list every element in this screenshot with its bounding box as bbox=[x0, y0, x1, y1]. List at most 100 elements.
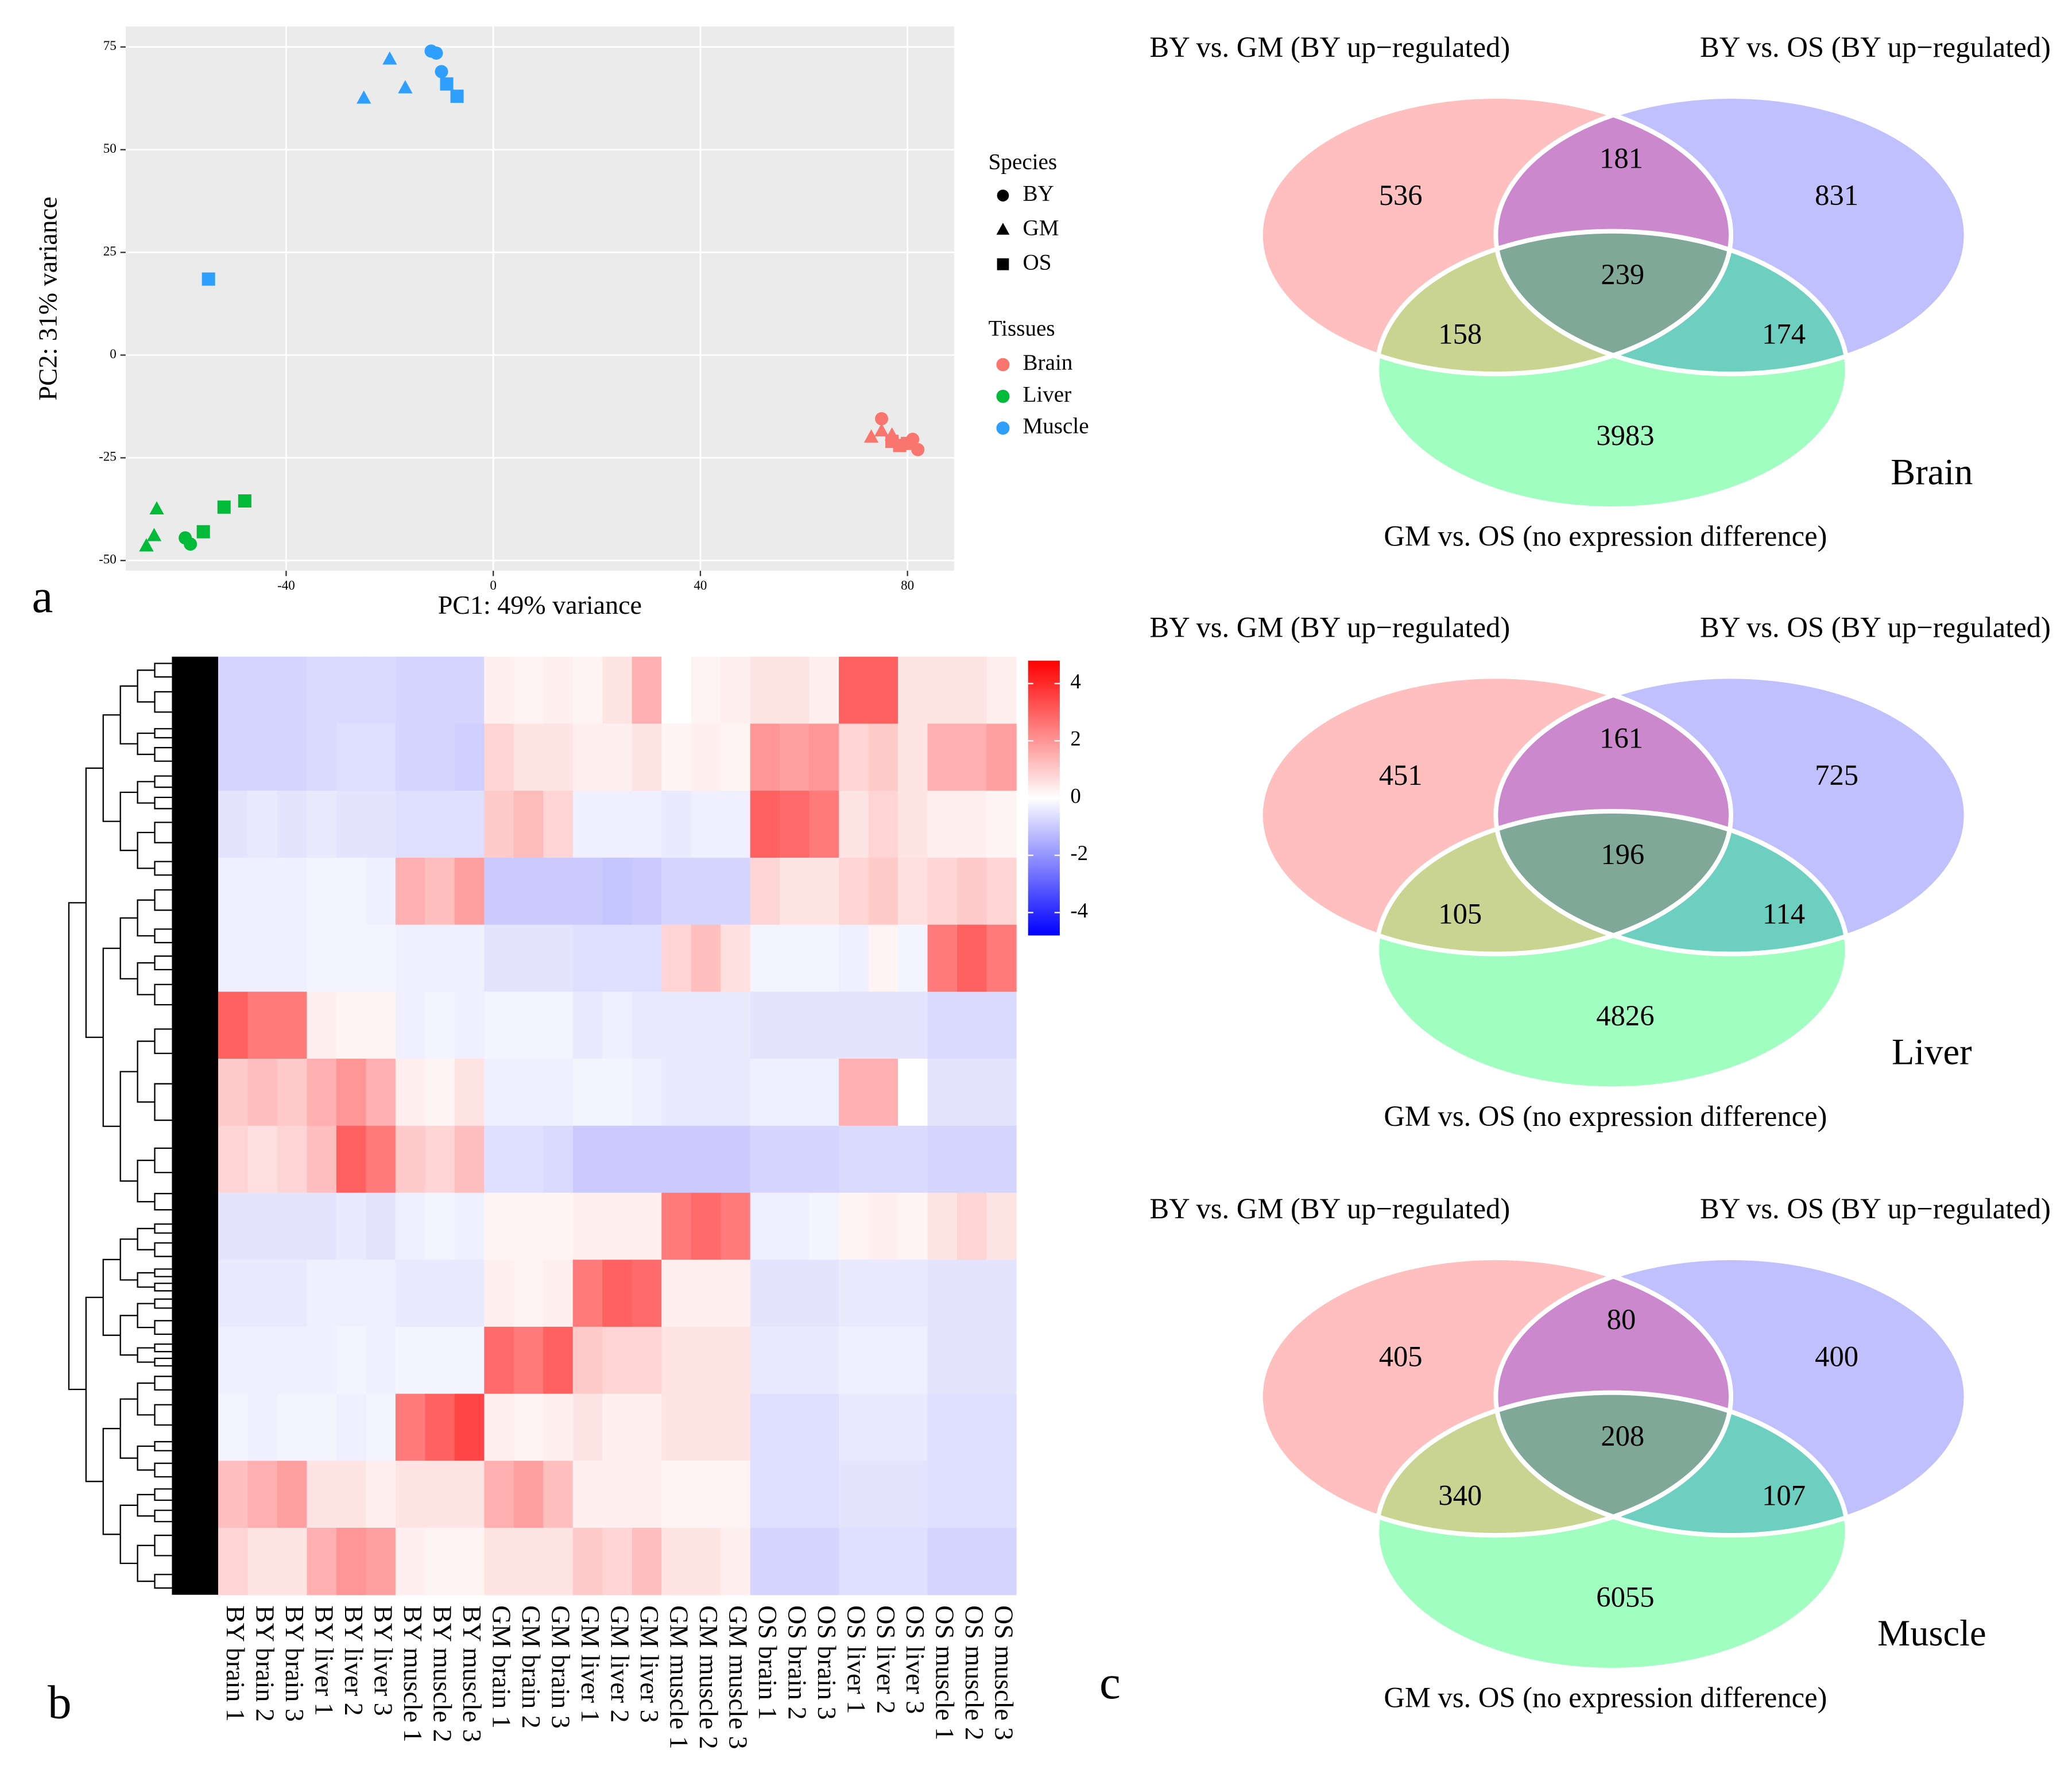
heatmap-cell bbox=[307, 1059, 337, 1126]
heatmap-cell bbox=[572, 1393, 603, 1461]
heatmap-cell bbox=[661, 857, 692, 926]
column-label: GM liver 3 bbox=[635, 1605, 664, 1723]
heatmap-cell bbox=[602, 924, 633, 993]
heatmap-cell bbox=[721, 1059, 751, 1126]
heatmap-cell bbox=[721, 791, 751, 858]
heatmap-cell bbox=[247, 791, 278, 858]
heatmap-cell bbox=[809, 924, 839, 993]
heatmap-cell bbox=[454, 791, 485, 858]
heatmap-cell bbox=[218, 1527, 249, 1596]
dendrogram-branch bbox=[154, 663, 172, 678]
heatmap-cell bbox=[336, 791, 367, 858]
heatmap-cell bbox=[425, 791, 455, 858]
heatmap-cell bbox=[513, 857, 544, 926]
heatmap-cell bbox=[307, 1326, 337, 1395]
heatmap-cell bbox=[218, 1326, 249, 1395]
heatmap-cell bbox=[543, 791, 574, 858]
column-label: OS liver 3 bbox=[901, 1605, 930, 1714]
point bbox=[901, 436, 915, 450]
heatmap-cell bbox=[927, 924, 958, 993]
heatmap-cell bbox=[484, 791, 514, 858]
heatmap-cell bbox=[632, 723, 662, 791]
heatmap-cell bbox=[307, 1260, 337, 1327]
heatmap-cell bbox=[218, 924, 249, 993]
heatmap-cell bbox=[513, 1260, 544, 1327]
heatmap-cell bbox=[425, 1059, 455, 1126]
heatmap-cell bbox=[809, 1461, 839, 1528]
heatmap-cell bbox=[247, 656, 278, 725]
heatmap-cell bbox=[839, 723, 869, 791]
heatmap-cell bbox=[336, 1461, 367, 1528]
dendrogram-branch bbox=[154, 1376, 172, 1391]
heatmap-cell bbox=[425, 656, 455, 725]
venn-count: 158 bbox=[1438, 317, 1482, 350]
dendrogram-branch bbox=[85, 767, 103, 1038]
heatmap-cell bbox=[425, 1125, 455, 1194]
heatmap-cell bbox=[277, 1461, 308, 1528]
x-tick-label: -40 bbox=[277, 578, 295, 593]
heatmap-cell bbox=[307, 924, 337, 993]
column-label: BY brain 2 bbox=[251, 1605, 280, 1722]
heatmap-cell bbox=[247, 924, 278, 993]
heatmap-cell bbox=[839, 992, 869, 1059]
dendrogram-branch bbox=[119, 1504, 138, 1565]
heatmap-cell bbox=[425, 924, 455, 993]
heatmap-cell bbox=[661, 723, 692, 791]
heatmap-cell bbox=[484, 992, 514, 1059]
venn-outline bbox=[1493, 1255, 1969, 1538]
heatmap-cell bbox=[366, 656, 396, 725]
heatmap-cell bbox=[336, 992, 367, 1059]
heatmap-cell bbox=[425, 1461, 455, 1528]
heatmap-cell bbox=[898, 857, 928, 926]
dendrogram-branch bbox=[154, 889, 172, 911]
heatmap-cell bbox=[247, 857, 278, 926]
column-label: OS brain 2 bbox=[783, 1605, 812, 1720]
heatmap-cell bbox=[602, 1260, 633, 1327]
heatmap-cell bbox=[395, 1461, 426, 1528]
dendrogram-branch bbox=[137, 732, 155, 756]
heatmap-cell bbox=[691, 1393, 721, 1461]
dendrogram-leaves bbox=[172, 656, 218, 1595]
heatmap-cell bbox=[750, 992, 780, 1059]
venn-count: 196 bbox=[1601, 838, 1644, 870]
venn-count: 161 bbox=[1599, 722, 1643, 754]
heatmap-cell bbox=[750, 1192, 780, 1260]
heatmap-cell bbox=[809, 791, 839, 858]
heatmap-cell bbox=[780, 1059, 810, 1126]
heatmap-cell bbox=[513, 1125, 544, 1194]
heatmap-cell bbox=[543, 1260, 574, 1327]
heatmap-cell bbox=[366, 857, 396, 926]
heatmap-cell bbox=[868, 1393, 898, 1461]
heatmap-cell bbox=[927, 1125, 958, 1194]
heatmap-cell bbox=[277, 656, 308, 725]
heatmap-cell bbox=[218, 1393, 249, 1461]
heatmap-cell bbox=[839, 1192, 869, 1260]
dendrogram-branch bbox=[137, 962, 155, 996]
heatmap-cell bbox=[454, 1527, 485, 1596]
heatmap-cell bbox=[602, 857, 633, 926]
heatmap-cell bbox=[513, 791, 544, 858]
heatmap-cell bbox=[898, 1260, 928, 1327]
heatmap-cell bbox=[780, 1260, 810, 1327]
dendrogram-branch bbox=[137, 831, 155, 869]
heatmap-cell bbox=[986, 1192, 1017, 1260]
venn-count: 208 bbox=[1601, 1420, 1644, 1452]
heatmap-cell bbox=[572, 1125, 603, 1194]
set-label: GM vs. OS (no expression difference) bbox=[1384, 1681, 1827, 1713]
heatmap-cell bbox=[454, 656, 485, 725]
y-axis-title: PC2: 31% variance bbox=[33, 196, 62, 400]
heatmap-cell bbox=[572, 1461, 603, 1528]
heatmap-cell bbox=[691, 992, 721, 1059]
heatmap-cell bbox=[336, 1326, 367, 1395]
heatmap-cell bbox=[868, 791, 898, 858]
dendrogram-branch bbox=[154, 1028, 172, 1054]
column-label: GM muscle 3 bbox=[723, 1605, 753, 1749]
heatmap-cell bbox=[661, 1059, 692, 1126]
heatmap-cell bbox=[632, 1461, 662, 1528]
heatmap-cell bbox=[957, 1260, 987, 1327]
heatmap-cell bbox=[602, 1125, 633, 1194]
heatmap-cell bbox=[425, 1527, 455, 1596]
heatmap-cell bbox=[986, 791, 1017, 858]
heatmap-cell bbox=[986, 1461, 1017, 1528]
